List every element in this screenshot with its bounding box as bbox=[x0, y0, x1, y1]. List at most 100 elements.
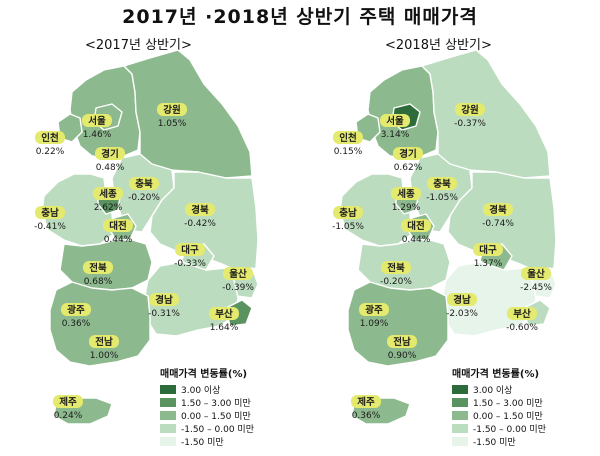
region-label-daegu: 대구 -0.33% bbox=[174, 243, 206, 269]
region-label-ulsan: 울산 -2.45% bbox=[520, 267, 552, 293]
region-label-bg bbox=[53, 395, 83, 408]
region-label-gyeongbuk: 경북 -0.74% bbox=[482, 203, 514, 229]
region-label-bg bbox=[473, 243, 503, 256]
legend-item: 1.50 – 3.00 미만 bbox=[160, 396, 254, 409]
legend-label: 1.50 – 3.00 미만 bbox=[473, 399, 543, 409]
region-value: -0.31% bbox=[148, 309, 180, 319]
region-value: -0.37% bbox=[454, 119, 486, 129]
region-name: 전북 bbox=[89, 262, 107, 274]
region-value: 1.64% bbox=[210, 323, 239, 333]
region-label-seoul: 서울 3.14% bbox=[380, 114, 410, 140]
region-label-jeonnam: 전남 1.00% bbox=[89, 335, 119, 361]
region-label-gyeongnam: 경남 -2.03% bbox=[446, 293, 478, 319]
region-label-bg bbox=[185, 203, 215, 216]
legend-2017: 매매가격 변동률(%) 3.00 이상 1.50 – 3.00 미만 0.00 … bbox=[160, 365, 254, 448]
region-label-bg bbox=[387, 335, 417, 348]
region-name: 경기 bbox=[101, 148, 118, 160]
region-label-jeonbuk: 전북 0.68% bbox=[83, 261, 113, 287]
region-label-chungbuk: 충북 -0.20% bbox=[128, 177, 160, 203]
region-value: 2.62% bbox=[94, 203, 123, 213]
region-label-gangwon: 강원 -0.37% bbox=[454, 103, 486, 129]
region-label-bg bbox=[447, 293, 477, 306]
region-label-bg bbox=[521, 267, 551, 280]
region-label-bg bbox=[455, 103, 485, 116]
region-value: -0.20% bbox=[380, 277, 412, 287]
region-name: 대구 bbox=[479, 244, 497, 256]
region-value: 3.14% bbox=[381, 130, 410, 140]
region-name: 경북 bbox=[191, 204, 209, 216]
region-value: -0.20% bbox=[128, 193, 160, 203]
region-label-jeju: 제주 0.36% bbox=[351, 395, 381, 421]
region-name: 충북 bbox=[433, 178, 451, 190]
region-label-bg bbox=[209, 307, 239, 320]
region-name: 울산 bbox=[229, 268, 247, 280]
region-label-incheon: 인천 0.15% bbox=[333, 131, 363, 157]
map-2018: 서울 3.14% 인천 0.15% 경기 0.62% 강원 -0.37% 충북 -1.05% 세종 1… bbox=[332, 49, 557, 425]
region-value: 1.00% bbox=[90, 351, 119, 361]
region-name: 서울 bbox=[386, 115, 404, 127]
region-label-bg bbox=[129, 177, 159, 190]
region-value: 1.29% bbox=[392, 203, 421, 213]
region-label-gyeongbuk: 경북 -0.42% bbox=[184, 203, 216, 229]
region-label-sejong: 세종 2.62% bbox=[93, 187, 123, 213]
region-label-bg bbox=[89, 335, 119, 348]
region-name: 충남 bbox=[339, 207, 357, 219]
region-label-daejeon: 대전 0.44% bbox=[401, 219, 431, 245]
legend-swatch bbox=[160, 385, 176, 394]
legend-item: 0.00 – 1.50 미만 bbox=[452, 409, 546, 422]
legend-label: 3.00 이상 bbox=[473, 386, 513, 396]
legend-swatch bbox=[452, 385, 468, 394]
legend-swatch bbox=[160, 398, 176, 407]
region-label-bg bbox=[483, 203, 513, 216]
region-label-chungnam: 충남 -1.05% bbox=[332, 206, 364, 232]
region-label-busan: 부산 -0.60% bbox=[506, 307, 538, 333]
map-2017: 서울 1.46% 인천 0.22% 경기 0.48% 강원 1.05% 충북 -0.20% 세종 2.… bbox=[34, 49, 259, 425]
legend-label: -1.50 미만 bbox=[473, 438, 516, 448]
region-value: -0.41% bbox=[34, 222, 66, 232]
region-value: -0.42% bbox=[184, 219, 216, 229]
region-label-bg bbox=[507, 307, 537, 320]
region-label-bg bbox=[333, 206, 363, 219]
region-value: 0.44% bbox=[402, 235, 431, 245]
region-name: 인천 bbox=[41, 133, 58, 144]
region-label-gangwon: 강원 1.05% bbox=[157, 103, 187, 129]
region-name: 세종 bbox=[397, 188, 415, 200]
legend-2018: 매매가격 변동률(%) 3.00 이상 1.50 – 3.00 미만 0.00 … bbox=[452, 365, 546, 448]
region-value: -0.74% bbox=[482, 219, 514, 229]
legend-swatch bbox=[452, 398, 468, 407]
region-value: -0.60% bbox=[506, 323, 538, 333]
region-label-bg bbox=[223, 267, 253, 280]
region-name: 경남 bbox=[155, 294, 173, 306]
region-label-chungbuk: 충북 -1.05% bbox=[426, 177, 458, 203]
region-value: 0.48% bbox=[96, 163, 125, 173]
region-label-bg bbox=[157, 103, 187, 116]
legend-item: -1.50 미만 bbox=[452, 435, 546, 448]
region-name: 전남 bbox=[95, 336, 113, 348]
region-name: 광주 bbox=[67, 304, 85, 316]
legend-title: 매매가격 변동률(%) bbox=[452, 369, 540, 380]
region-label-jeonnam: 전남 0.90% bbox=[387, 335, 417, 361]
legend-label: -1.50 미만 bbox=[181, 438, 224, 448]
region-label-ulsan: 울산 -0.39% bbox=[222, 267, 254, 293]
region-label-daejeon: 대전 0.44% bbox=[103, 219, 133, 245]
legend-item: 3.00 이상 bbox=[160, 383, 254, 396]
region-name: 울산 bbox=[527, 268, 545, 280]
region-value: 0.62% bbox=[394, 163, 423, 173]
region-value: -2.03% bbox=[446, 309, 478, 319]
region-label-bg bbox=[401, 219, 431, 232]
region-name: 대구 bbox=[181, 244, 199, 256]
legend-swatch bbox=[160, 411, 176, 420]
region-name: 세종 bbox=[99, 188, 117, 200]
region-label-bg bbox=[82, 114, 112, 127]
region-value: -1.05% bbox=[426, 193, 458, 203]
legend-item: -1.50 – 0.00 미만 bbox=[160, 422, 254, 435]
region-value: 1.09% bbox=[360, 319, 389, 329]
region-name: 강원 bbox=[163, 104, 180, 116]
legend-item: -1.50 – 0.00 미만 bbox=[452, 422, 546, 435]
region-label-bg bbox=[61, 303, 91, 316]
region-name: 전남 bbox=[393, 336, 411, 348]
legend-label: 0.00 – 1.50 미만 bbox=[181, 412, 251, 422]
map-2018-subtitle: <2018년 상반기> bbox=[385, 38, 492, 53]
region-label-bg bbox=[333, 131, 363, 144]
region-label-bg bbox=[393, 147, 423, 160]
